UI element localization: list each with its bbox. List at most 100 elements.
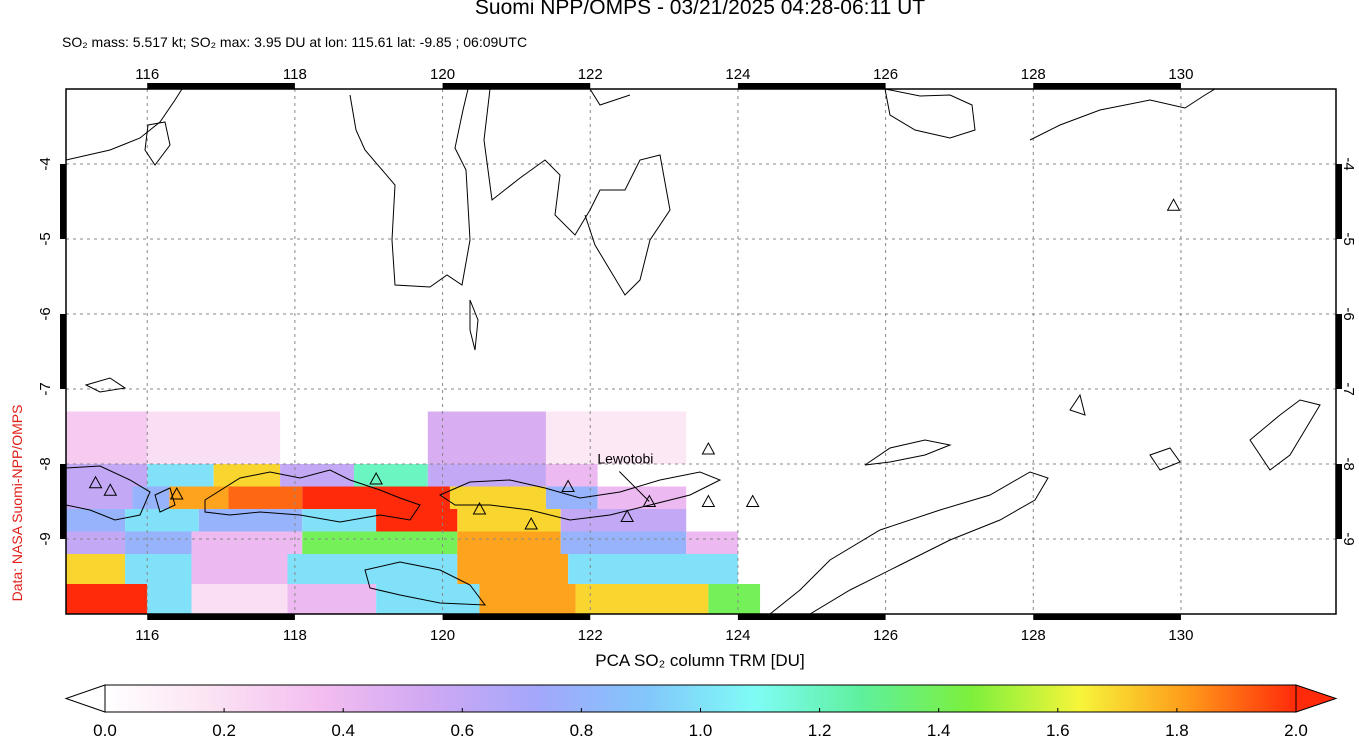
y-tick-label-left: -8 (37, 457, 54, 470)
so2-pixel (287, 584, 377, 614)
coastline (438, 471, 722, 521)
volcano (561, 479, 575, 492)
volcano (620, 509, 635, 522)
volcano (1166, 198, 1181, 211)
so2-pixel (479, 584, 576, 614)
x-tick-label-bottom: 130 (1168, 627, 1193, 644)
axis-band (1336, 314, 1342, 389)
coastline (1249, 399, 1321, 471)
x-tick-label-top: 126 (873, 66, 898, 83)
axis-band (1033, 614, 1181, 620)
coastline (1149, 447, 1181, 471)
so2-pixel (132, 486, 170, 509)
so2-pixel (376, 509, 458, 532)
so2-pixels (66, 411, 761, 614)
axis-band (442, 614, 591, 620)
so2-pixel (457, 531, 561, 554)
x-tick-label-bottom: 118 (283, 627, 307, 644)
colorbar-tick-label: 0.8 (570, 721, 594, 740)
x-tick-label-top: 118 (283, 66, 307, 83)
axis-band (60, 164, 66, 239)
so2-pixel (302, 531, 458, 554)
axis-band (1336, 164, 1342, 239)
coastlines (66, 89, 1321, 614)
axis-band (60, 314, 66, 389)
x-tick-label-top: 124 (725, 66, 750, 83)
x-tick-label-top: 122 (578, 66, 603, 83)
so2-pixel (213, 464, 281, 487)
volcano (369, 471, 383, 485)
y-tick-label-right: -8 (1340, 457, 1357, 470)
so2-pixel (66, 486, 133, 509)
x-tick-label-bottom: 122 (578, 627, 603, 644)
colorbar-label: PCA SO₂ column TRM [DU] (595, 651, 804, 670)
volcano (701, 441, 716, 455)
so2-pixel (302, 486, 450, 509)
coastline (483, 89, 671, 296)
side-note: Data: NASA Suomi-NPP/OMPS (9, 405, 25, 602)
axis-band (737, 614, 886, 620)
volcano (88, 475, 103, 489)
colorbar-tick-label: 1.8 (1165, 721, 1189, 740)
so2-pixel (147, 464, 214, 487)
so2-pixel (125, 554, 192, 584)
so2-pixel (545, 411, 687, 464)
so2-pixel (545, 464, 598, 487)
so2-pixel (280, 464, 354, 487)
x-tick-label-top: 116 (135, 66, 159, 83)
so2-pixel (568, 554, 738, 584)
x-tick-label-bottom: 120 (430, 627, 455, 644)
axis-band (442, 83, 591, 89)
grid (66, 89, 1336, 614)
volcano (524, 516, 539, 530)
colorbar-tick-label: 0.2 (212, 721, 236, 740)
coastline (469, 299, 479, 351)
coastline (349, 89, 471, 288)
so2-pixel (708, 584, 761, 614)
y-tick-label-left: -9 (37, 532, 54, 545)
colorbar-tick-label: 1.2 (808, 721, 832, 740)
so2-pixel (560, 509, 687, 532)
so2-pixel (66, 531, 126, 554)
volcano (472, 501, 487, 515)
x-tick-label-top: 130 (1168, 66, 1193, 83)
so2-pixel (560, 531, 687, 554)
y-tick-label-left: -4 (37, 157, 54, 170)
coastline (884, 89, 976, 139)
so2-pixel (125, 531, 192, 554)
y-tick-label-right: -7 (1340, 382, 1357, 395)
so2-pixel (457, 509, 561, 532)
colorbar-tick-label: 0.0 (93, 721, 117, 740)
so2-pixel (147, 411, 281, 464)
so2-pixel (66, 464, 148, 487)
so2-pixel (353, 464, 428, 487)
y-tick-label-right: -9 (1340, 532, 1357, 545)
so2-pixel (287, 554, 458, 584)
axis-band (147, 83, 295, 89)
axis-band (147, 614, 295, 620)
so2-pixel (191, 531, 303, 554)
so2-pixel (66, 584, 148, 614)
so2-pixel (191, 554, 288, 584)
so2-pixel (597, 486, 687, 509)
so2-pixel (169, 486, 229, 509)
y-tick-label-right: -4 (1340, 157, 1357, 170)
so2-pixel (125, 509, 199, 532)
colorbar-tick-label: 1.6 (1046, 721, 1070, 740)
axis-band (1336, 464, 1342, 539)
y-tick-label-left: -6 (37, 307, 54, 320)
axis-band (60, 464, 66, 539)
so2-pixel (66, 509, 126, 532)
coastline (1029, 89, 1216, 141)
so2-pixel (427, 464, 546, 487)
coastline (1069, 393, 1086, 416)
so2-pixel (302, 509, 377, 532)
volcano (642, 494, 657, 507)
coastline (864, 439, 952, 466)
coastline (154, 487, 176, 513)
so2-pixel (198, 509, 303, 532)
colorbar-tick-label: 1.4 (927, 721, 951, 740)
coastline (66, 89, 183, 161)
coastline (84, 377, 127, 393)
